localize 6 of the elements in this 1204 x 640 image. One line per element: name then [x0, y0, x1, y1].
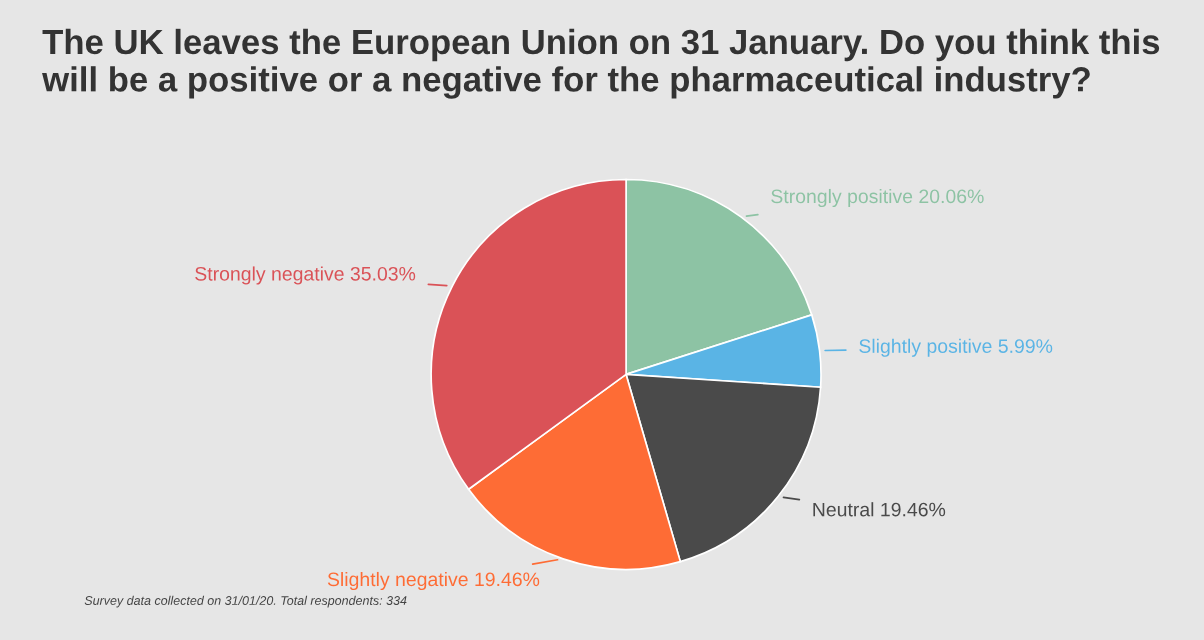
slice-label: Slightly positive 5.99%: [859, 338, 1053, 357]
slice-label: Neutral 19.46%: [813, 502, 946, 517]
chart-title: The UK leaves the European Union on 31 January. Do you think this will be a positive or a negative for the pharmaceutical industry?: [42, 28, 1160, 99]
slice-label: Strongly positive 20.06%: [771, 188, 984, 208]
slice-label: Slightly negative 19.46%: [327, 571, 540, 591]
slice-label: Strongly negative 35.03%: [195, 266, 416, 285]
